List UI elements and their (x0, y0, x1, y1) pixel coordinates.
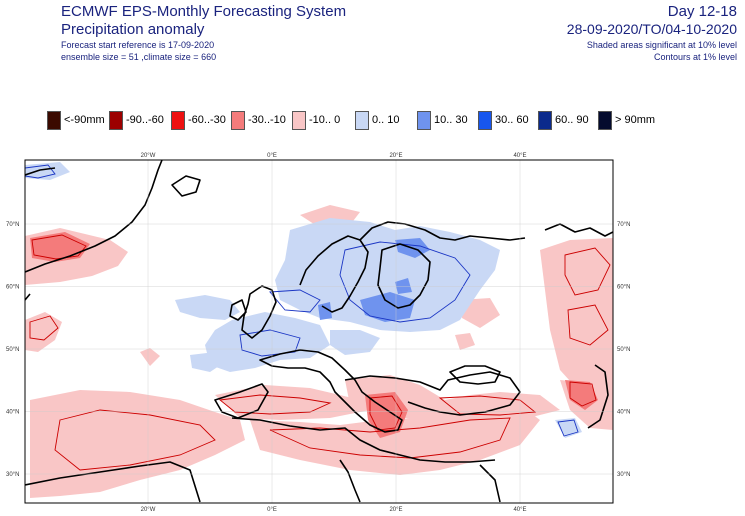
longitude-labels-top: 20°W 0°E 20°E 40°E (141, 153, 527, 159)
legend-swatch (231, 110, 245, 130)
date-range: 28-09-2020/TO/04-10-2020 (566, 21, 737, 37)
legend-swatch (292, 110, 306, 130)
legend-label: -30..-10 (248, 114, 286, 126)
legend-label: -90..-60 (126, 114, 164, 126)
legend-swatch (171, 110, 185, 130)
legend-label: 0.. 10 (372, 114, 400, 126)
longitude-label: 20°W (141, 507, 156, 513)
latitude-label: 50°N (617, 347, 630, 353)
latitude-label: 40°N (617, 410, 630, 416)
contour-note: Contours at 1% level (653, 52, 737, 62)
latitude-label: 40°N (6, 410, 19, 416)
legend-swatch (598, 110, 612, 130)
shading-negative (25, 205, 613, 498)
chart-subtitle: Precipitation anomaly (61, 21, 205, 38)
longitude-label: 40°E (513, 153, 526, 159)
latitude-labels-left: 70°N 60°N 50°N 40°N 30°N (6, 222, 19, 478)
legend-label: 30.. 60 (495, 114, 529, 126)
map-frame (24, 159, 614, 504)
period-label: Day 12-18 (667, 3, 737, 20)
legend-item: -30..-10 (231, 110, 286, 130)
legend-item: > 90mm (598, 110, 655, 130)
legend-label: -60..-30 (188, 114, 226, 126)
legend-label: 60.. 90 (555, 114, 589, 126)
contours-positive (25, 164, 579, 437)
legend-swatch (47, 110, 61, 130)
legend-item: -60..-30 (171, 110, 226, 130)
ensemble-size-text: ensemble size = 51 ,climate size = 660 (61, 52, 217, 62)
longitude-label: 0°E (267, 153, 277, 159)
latitude-label: 70°N (617, 222, 630, 228)
contours-negative (29, 234, 611, 471)
legend-label: -10.. 0 (309, 114, 341, 126)
longitude-label: 40°E (513, 507, 526, 513)
shading-note: Shaded areas significant at 10% level (586, 40, 737, 50)
latitude-label: 50°N (6, 347, 19, 353)
latitude-label: 70°N (6, 222, 19, 228)
legend-label: <-90mm (64, 114, 105, 126)
legend-label: 10.. 30 (434, 114, 468, 126)
shading-positive (25, 162, 582, 438)
legend-item: <-90mm (47, 110, 105, 130)
legend-swatch (109, 110, 123, 130)
latitude-label: 60°N (6, 285, 19, 291)
longitude-label: 20°E (389, 507, 402, 513)
forecast-start-text: Forecast start reference is 17-09-2020 (61, 40, 215, 50)
latitude-label: 60°N (617, 285, 630, 291)
chart-title: ECMWF EPS-Monthly Forecasting System (61, 3, 347, 20)
longitude-label: 0°E (267, 507, 277, 513)
legend-item: 10.. 30 (417, 110, 468, 130)
latitude-label: 30°N (617, 472, 630, 478)
longitude-label: 20°E (389, 153, 402, 159)
legend-item: -90..-60 (109, 110, 164, 130)
legend-item: 0.. 10 (355, 110, 400, 130)
legend-swatch (478, 110, 492, 130)
graticule (25, 160, 613, 503)
legend-swatch (538, 110, 552, 130)
legend-item: 30.. 60 (478, 110, 529, 130)
longitude-labels-bottom: 20°W 0°E 20°E 40°E (141, 507, 527, 513)
legend-item: 60.. 90 (538, 110, 589, 130)
legend-swatch (355, 110, 369, 130)
latitude-labels-right: 70°N 60°N 50°N 40°N 30°N (617, 222, 630, 478)
legend-label: > 90mm (615, 114, 656, 126)
legend-item: -10.. 0 (292, 110, 340, 130)
latitude-label: 30°N (6, 472, 19, 478)
legend-swatch (417, 110, 431, 130)
longitude-label: 20°W (141, 153, 156, 159)
